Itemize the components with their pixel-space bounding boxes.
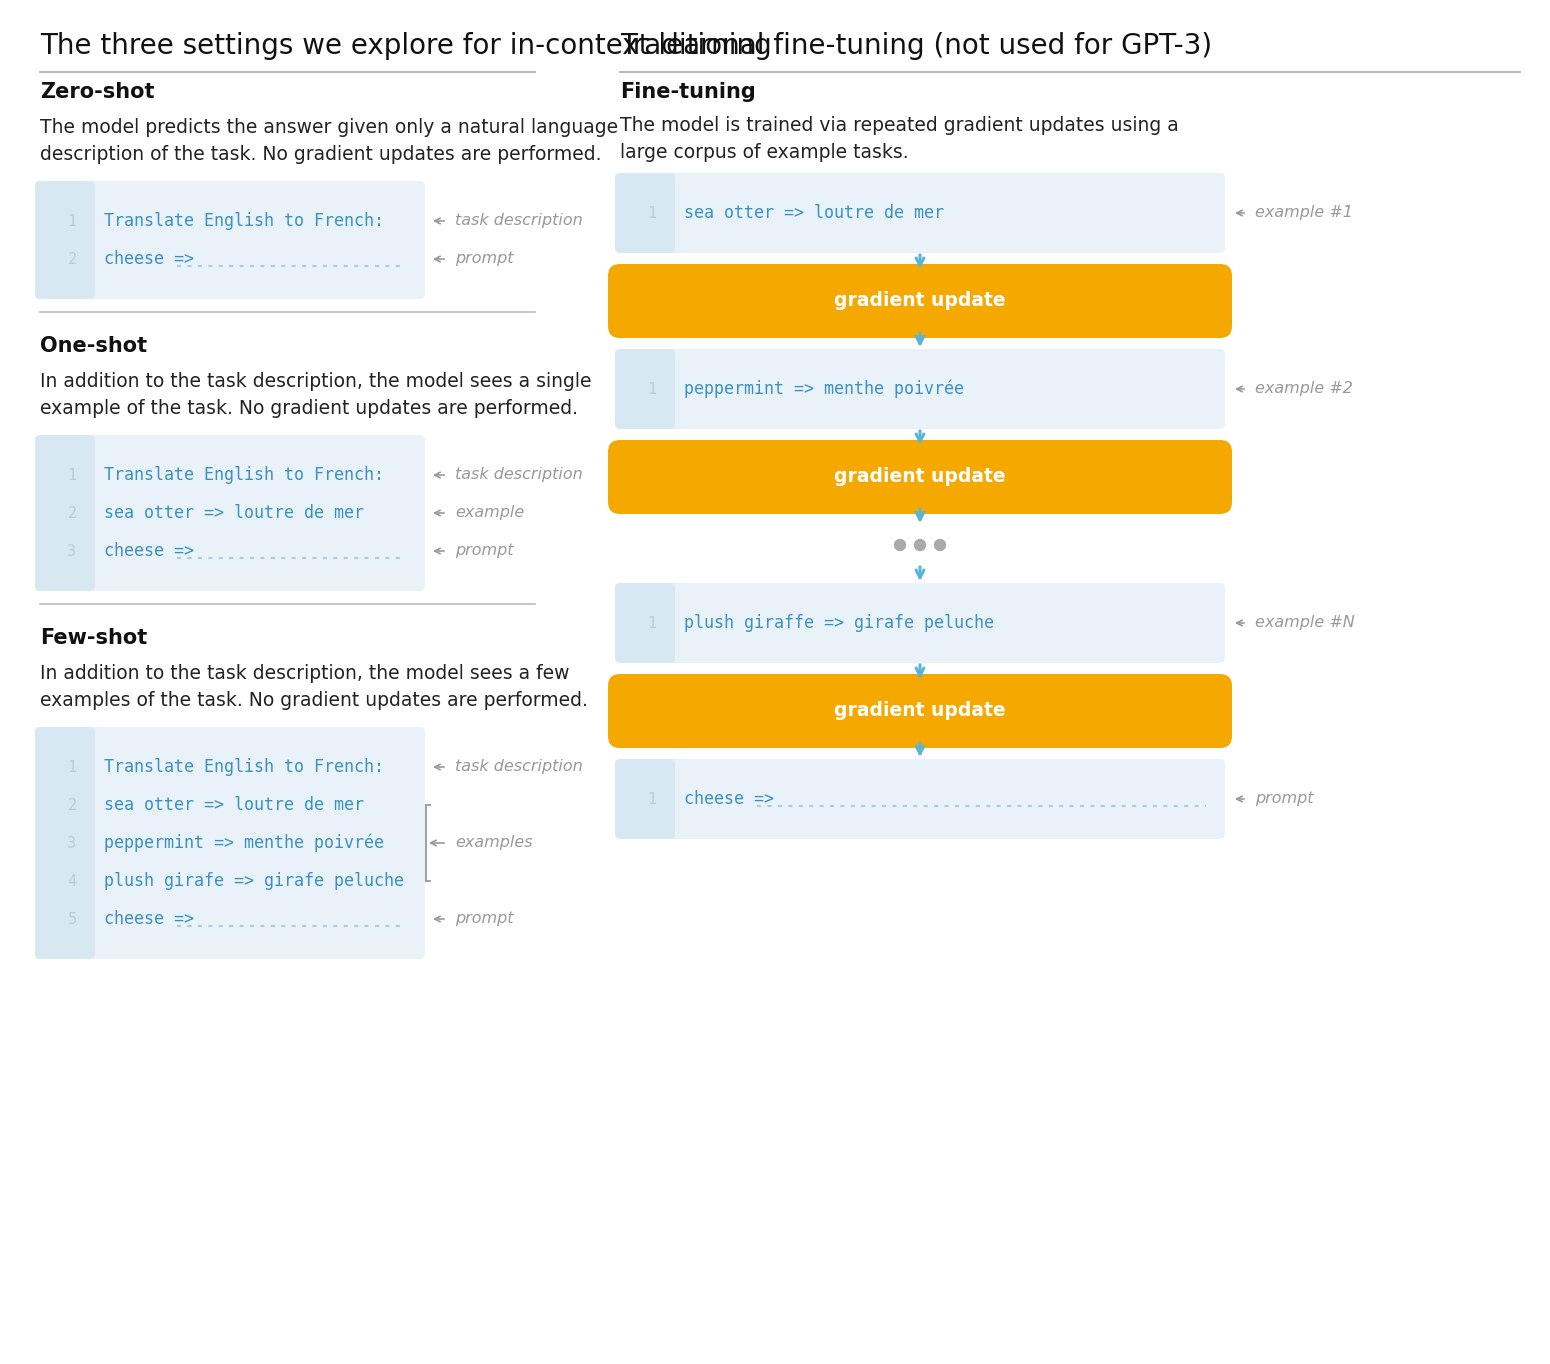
Text: gradient update: gradient update: [834, 468, 1006, 487]
FancyBboxPatch shape: [36, 181, 425, 299]
Text: 3: 3: [68, 836, 76, 851]
Text: 2: 2: [68, 251, 76, 266]
Text: cheese =>: cheese =>: [684, 790, 773, 807]
FancyBboxPatch shape: [615, 582, 674, 663]
Text: The three settings we explore for in-context learning: The three settings we explore for in-con…: [40, 31, 772, 60]
Text: prompt: prompt: [456, 911, 513, 926]
FancyBboxPatch shape: [36, 435, 95, 591]
Text: task description: task description: [456, 214, 583, 229]
Text: One-shot: One-shot: [40, 336, 147, 356]
FancyBboxPatch shape: [36, 727, 95, 959]
Text: 2: 2: [68, 798, 76, 813]
Text: Fine-tuning: Fine-tuning: [620, 82, 756, 102]
Text: 1: 1: [68, 468, 76, 483]
Text: peppermint => menthe poivrée: peppermint => menthe poivrée: [684, 379, 964, 398]
Text: 5: 5: [68, 911, 76, 926]
Text: example #2: example #2: [1256, 382, 1353, 397]
Text: plush girafe => girafe peluche: plush girafe => girafe peluche: [104, 872, 405, 889]
Text: sea otter => loutre de mer: sea otter => loutre de mer: [104, 797, 364, 814]
FancyBboxPatch shape: [615, 173, 1224, 252]
Text: sea otter => loutre de mer: sea otter => loutre de mer: [104, 505, 364, 522]
FancyBboxPatch shape: [615, 349, 674, 430]
Circle shape: [894, 540, 905, 551]
Text: peppermint => menthe poivrée: peppermint => menthe poivrée: [104, 833, 384, 852]
Text: Few-shot: Few-shot: [40, 627, 147, 648]
FancyBboxPatch shape: [36, 435, 425, 591]
Text: 1: 1: [648, 382, 657, 397]
Text: gradient update: gradient update: [834, 292, 1006, 311]
Text: Traditional fine-tuning (not used for GPT-3): Traditional fine-tuning (not used for GP…: [620, 31, 1212, 60]
Text: 3: 3: [68, 543, 76, 558]
Text: 1: 1: [648, 615, 657, 630]
Text: 1: 1: [648, 206, 657, 221]
FancyBboxPatch shape: [615, 173, 674, 252]
Text: gradient update: gradient update: [834, 701, 1006, 720]
Text: Zero-shot: Zero-shot: [40, 82, 155, 102]
Circle shape: [914, 540, 925, 551]
Text: cheese =>: cheese =>: [104, 910, 194, 928]
FancyBboxPatch shape: [608, 265, 1232, 338]
FancyBboxPatch shape: [608, 674, 1232, 747]
Text: 4: 4: [68, 873, 76, 888]
FancyBboxPatch shape: [36, 181, 95, 299]
FancyBboxPatch shape: [615, 758, 1224, 839]
Text: The model predicts the answer given only a natural language
description of the t: The model predicts the answer given only…: [40, 119, 618, 164]
Text: Translate English to French:: Translate English to French:: [104, 758, 384, 776]
Text: sea otter => loutre de mer: sea otter => loutre de mer: [684, 205, 944, 222]
Text: prompt: prompt: [456, 251, 513, 266]
Text: Translate English to French:: Translate English to French:: [104, 466, 384, 484]
Text: 1: 1: [68, 760, 76, 775]
Text: prompt: prompt: [456, 543, 513, 558]
Circle shape: [935, 540, 946, 551]
FancyBboxPatch shape: [615, 582, 1224, 663]
FancyBboxPatch shape: [608, 441, 1232, 514]
Text: cheese =>: cheese =>: [104, 250, 194, 267]
Text: example: example: [456, 506, 524, 521]
FancyBboxPatch shape: [36, 727, 425, 959]
Text: In addition to the task description, the model sees a single
example of the task: In addition to the task description, the…: [40, 372, 592, 419]
Text: In addition to the task description, the model sees a few
examples of the task. : In addition to the task description, the…: [40, 664, 587, 711]
Text: task description: task description: [456, 760, 583, 775]
Text: cheese =>: cheese =>: [104, 542, 194, 561]
FancyBboxPatch shape: [615, 349, 1224, 430]
Text: examples: examples: [456, 836, 533, 851]
Text: Translate English to French:: Translate English to French:: [104, 211, 384, 231]
Text: plush giraffe => girafe peluche: plush giraffe => girafe peluche: [684, 614, 994, 632]
Text: task description: task description: [456, 468, 583, 483]
FancyBboxPatch shape: [615, 758, 674, 839]
Text: example #1: example #1: [1256, 206, 1353, 221]
Text: 1: 1: [648, 791, 657, 806]
Text: prompt: prompt: [1256, 791, 1313, 806]
Text: 1: 1: [68, 214, 76, 229]
Text: 2: 2: [68, 506, 76, 521]
Text: The model is trained via repeated gradient updates using a
large corpus of examp: The model is trained via repeated gradie…: [620, 116, 1178, 162]
Text: example #N: example #N: [1256, 615, 1355, 630]
